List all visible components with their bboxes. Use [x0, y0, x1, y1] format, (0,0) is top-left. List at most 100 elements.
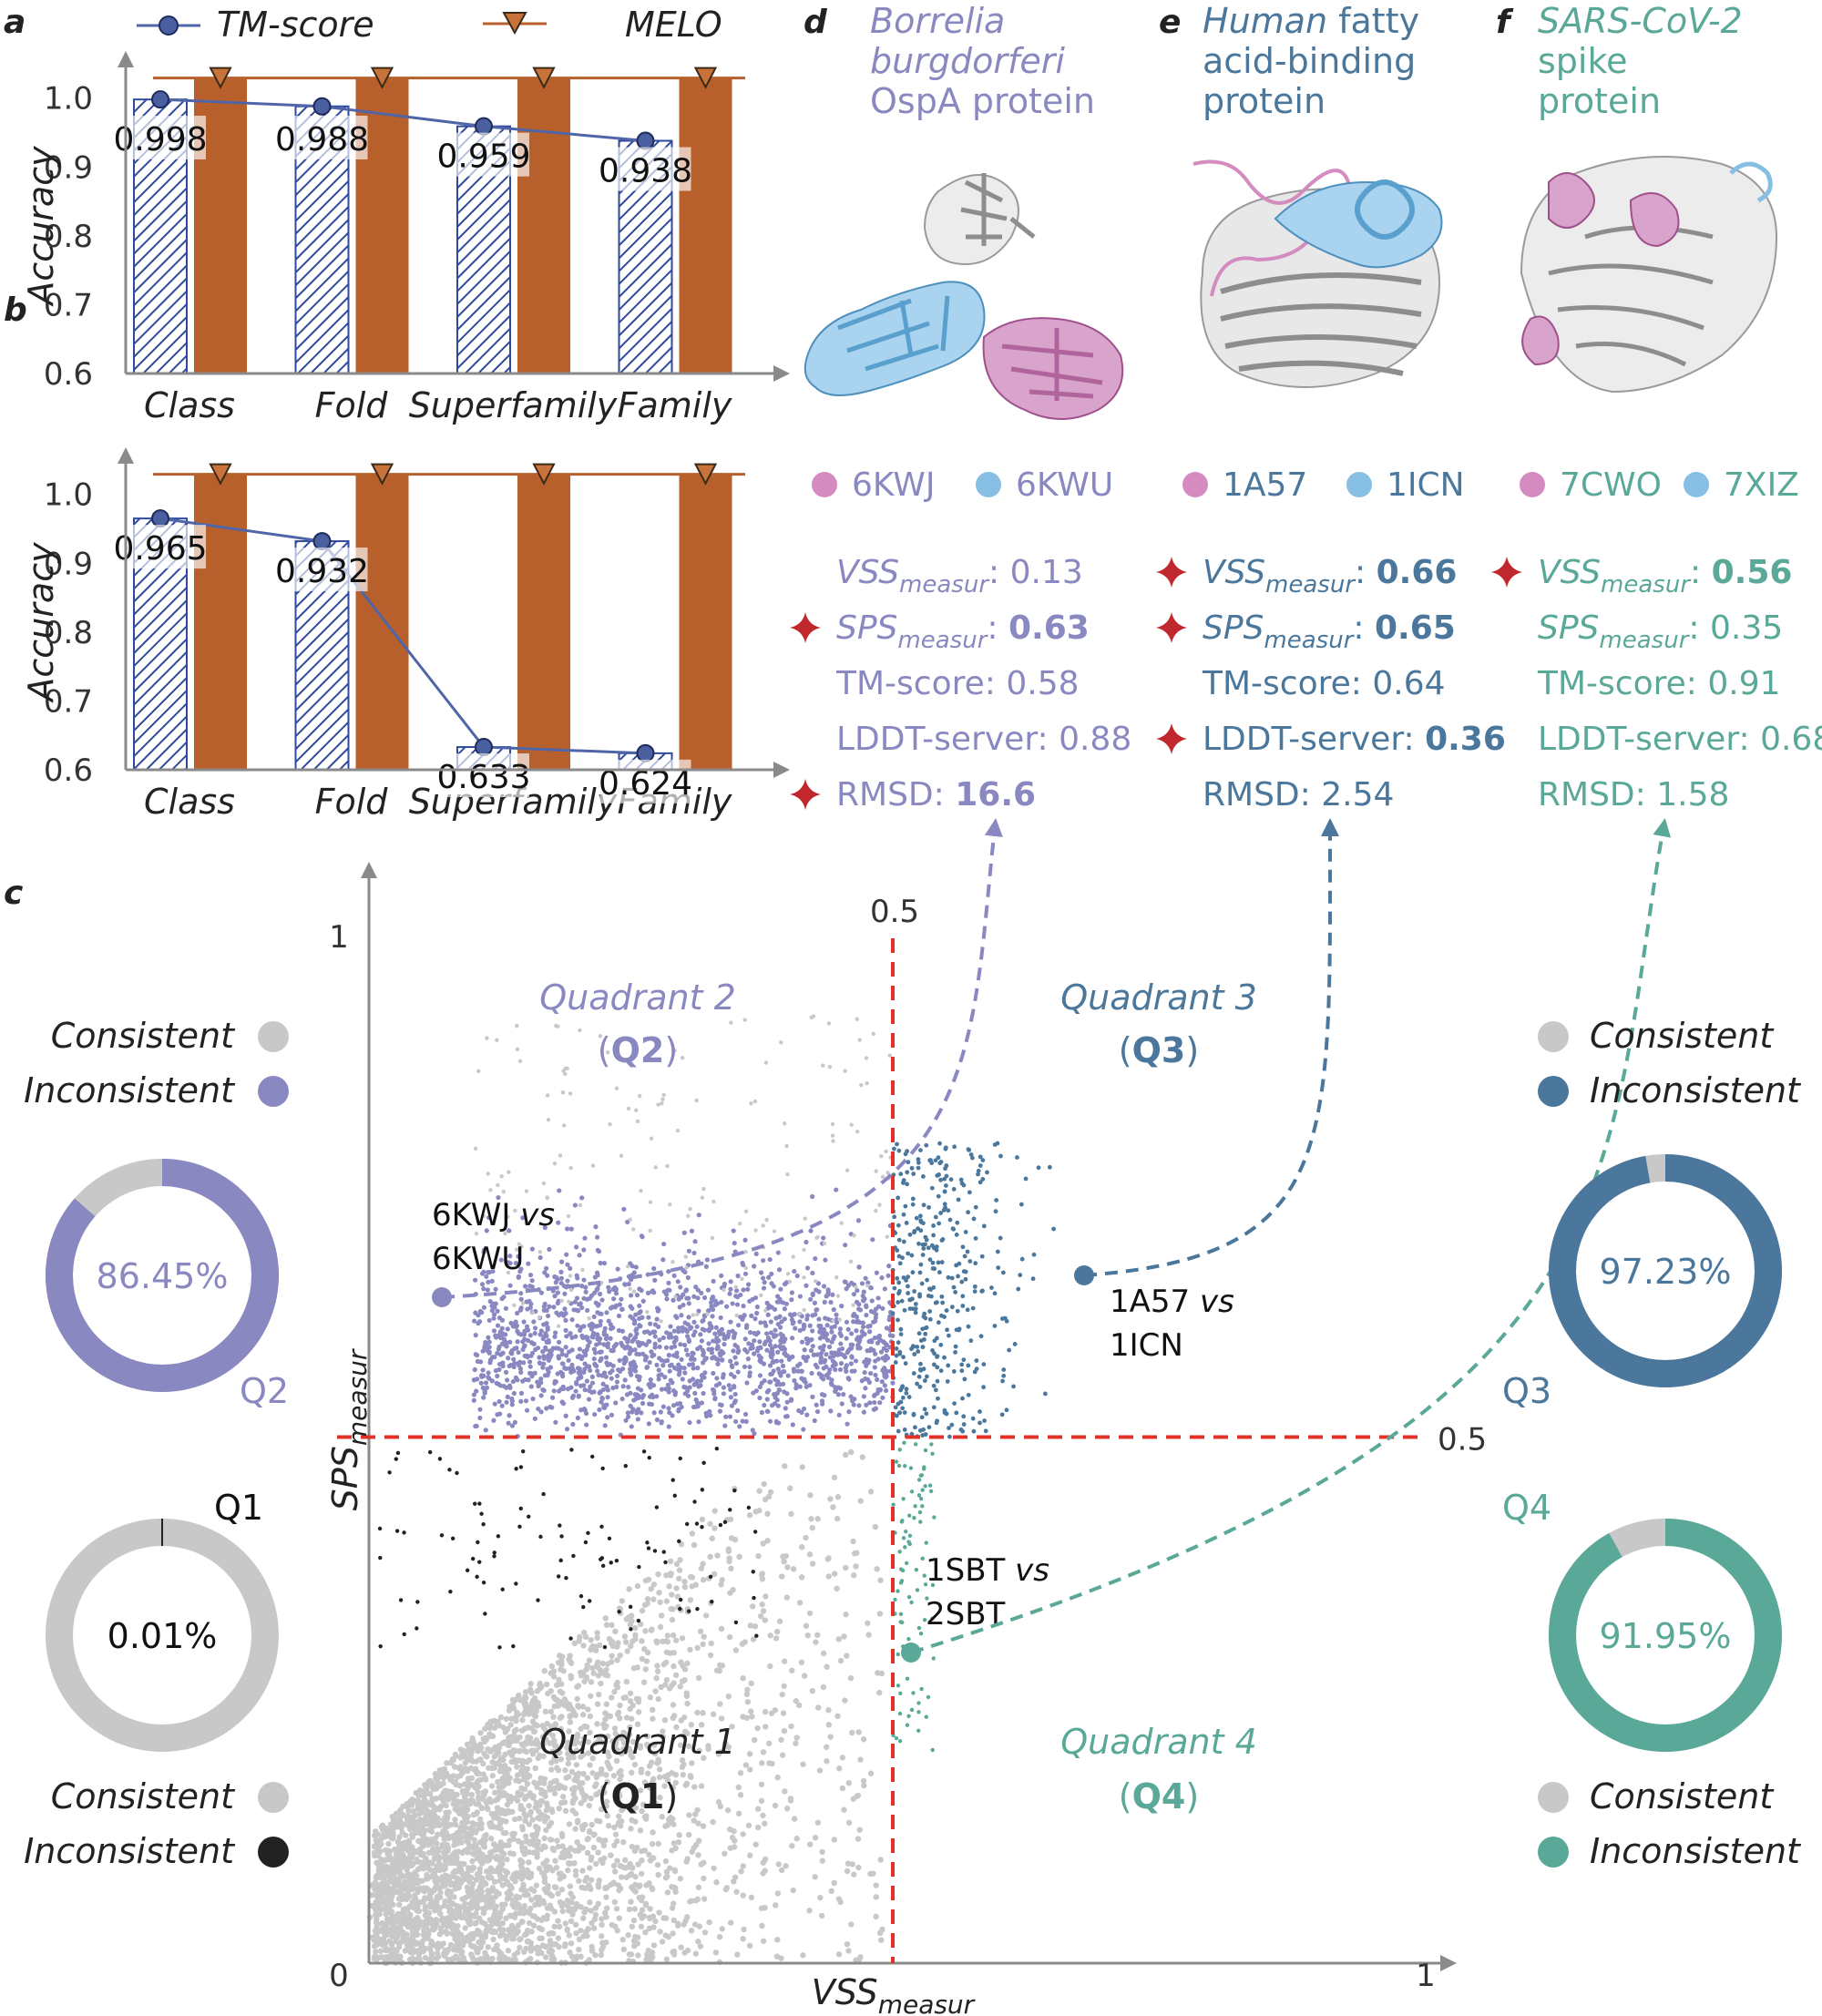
q1-point: [486, 1904, 494, 1910]
q1-point: [568, 1918, 575, 1925]
q1-point: [374, 1852, 382, 1859]
value-label: 0.965: [113, 530, 207, 568]
q2-point: [844, 1286, 849, 1292]
q1-point: [476, 1869, 483, 1876]
q1-point: [425, 1840, 432, 1847]
q2-point: [713, 1383, 720, 1388]
protein-title-line2: acid-binding: [1203, 41, 1416, 81]
q1-point: [876, 1689, 883, 1696]
q1-point: [611, 1824, 618, 1831]
q1-point: [611, 1868, 619, 1875]
q1-point: [533, 1894, 539, 1901]
q1-inconsistent-point: [448, 1590, 453, 1594]
q1-point: [761, 1480, 767, 1488]
q2-point: [687, 1385, 692, 1390]
q1-point: [568, 1899, 575, 1906]
q1-point: [516, 1894, 523, 1901]
q1-point: [824, 1556, 832, 1562]
q1-point: [542, 1954, 549, 1960]
q1-point: [477, 1897, 484, 1903]
q2-point: [849, 1354, 855, 1359]
q1-point: [850, 1538, 856, 1545]
q1-point: [604, 1778, 610, 1786]
q1-point: [650, 1596, 657, 1602]
q1-point: [562, 1767, 568, 1774]
q2-point: [762, 1280, 767, 1285]
q2-point: [606, 1284, 611, 1290]
q2-point: [589, 1374, 595, 1380]
q2-point: [771, 1284, 776, 1289]
q1-point: [628, 1826, 634, 1832]
q2-point: [522, 1343, 527, 1348]
q1-point: [487, 1836, 495, 1842]
q1-point: [447, 1881, 454, 1888]
q1-point: [436, 1910, 444, 1917]
q2-point: [726, 1383, 732, 1388]
q1-point: [527, 1811, 533, 1818]
q2-point: [654, 1316, 660, 1322]
q1-point: [470, 1956, 476, 1962]
q2-point: [491, 1328, 497, 1334]
q1-point: [566, 1701, 573, 1708]
q2-point: [657, 1337, 662, 1343]
q1-point: [435, 1847, 442, 1854]
q1-point: [666, 1685, 673, 1692]
q1-point: [580, 1751, 587, 1758]
q2-point: [821, 1235, 826, 1241]
y-tick-label: 0.8: [44, 219, 93, 255]
q1-point: [555, 1782, 562, 1789]
panel-letter-b: b: [4, 292, 27, 329]
q1-point: [781, 1558, 787, 1565]
q1-point: [632, 1632, 639, 1638]
q1-point: [556, 1943, 562, 1950]
q1-point: [576, 1878, 582, 1885]
q1-point: [523, 1748, 530, 1755]
q2-point: [538, 1376, 544, 1382]
q2-point: [586, 1397, 592, 1402]
q2-point: [849, 1280, 855, 1285]
q1-point: [415, 1806, 423, 1813]
q2-point: [600, 1381, 606, 1387]
q1-point: [423, 1934, 429, 1941]
q1-point: [670, 1632, 677, 1639]
q1-point: [477, 1857, 484, 1864]
q1-point: [434, 1949, 441, 1957]
q1-point: [534, 1845, 541, 1852]
q1-point: [699, 1516, 706, 1523]
q1-point: [730, 1586, 736, 1593]
q2-point: [850, 1342, 855, 1348]
q1-point: [676, 1832, 682, 1838]
q1-point: [621, 1857, 629, 1864]
q1-point: [662, 1857, 670, 1865]
q1-point: [613, 1906, 620, 1912]
pink-dot-icon: [1520, 472, 1545, 497]
q1-point: [512, 1816, 518, 1823]
q1-point: [737, 1769, 744, 1776]
q1-point: [708, 1640, 714, 1647]
q1-point: [448, 1834, 455, 1840]
q1-point: [486, 1796, 493, 1803]
q1-point: [689, 1848, 695, 1855]
value-label: 0.938: [599, 153, 692, 190]
q1-point: [371, 1904, 378, 1910]
q2-point: [531, 1319, 537, 1325]
q1-point: [489, 1929, 496, 1936]
q1-point: [550, 1668, 558, 1674]
q1-point: [783, 1863, 789, 1869]
q2-point: [678, 1284, 683, 1290]
q1-point: [759, 1760, 765, 1766]
value-label: 0.998: [113, 121, 207, 159]
q2-point: [778, 1331, 783, 1337]
q1-point: [818, 1912, 825, 1919]
q2-point: [869, 1298, 875, 1304]
q1-point: [504, 1856, 510, 1863]
q2-point: [735, 1273, 741, 1279]
q2-point: [609, 1347, 614, 1354]
q2-point: [721, 1385, 726, 1390]
q1-point: [458, 1839, 465, 1846]
q1-point: [374, 1916, 380, 1922]
q2-point: [857, 1337, 863, 1343]
q2-point: [754, 1310, 760, 1316]
q2-point: [853, 1358, 859, 1364]
q1-point: [736, 1553, 742, 1561]
